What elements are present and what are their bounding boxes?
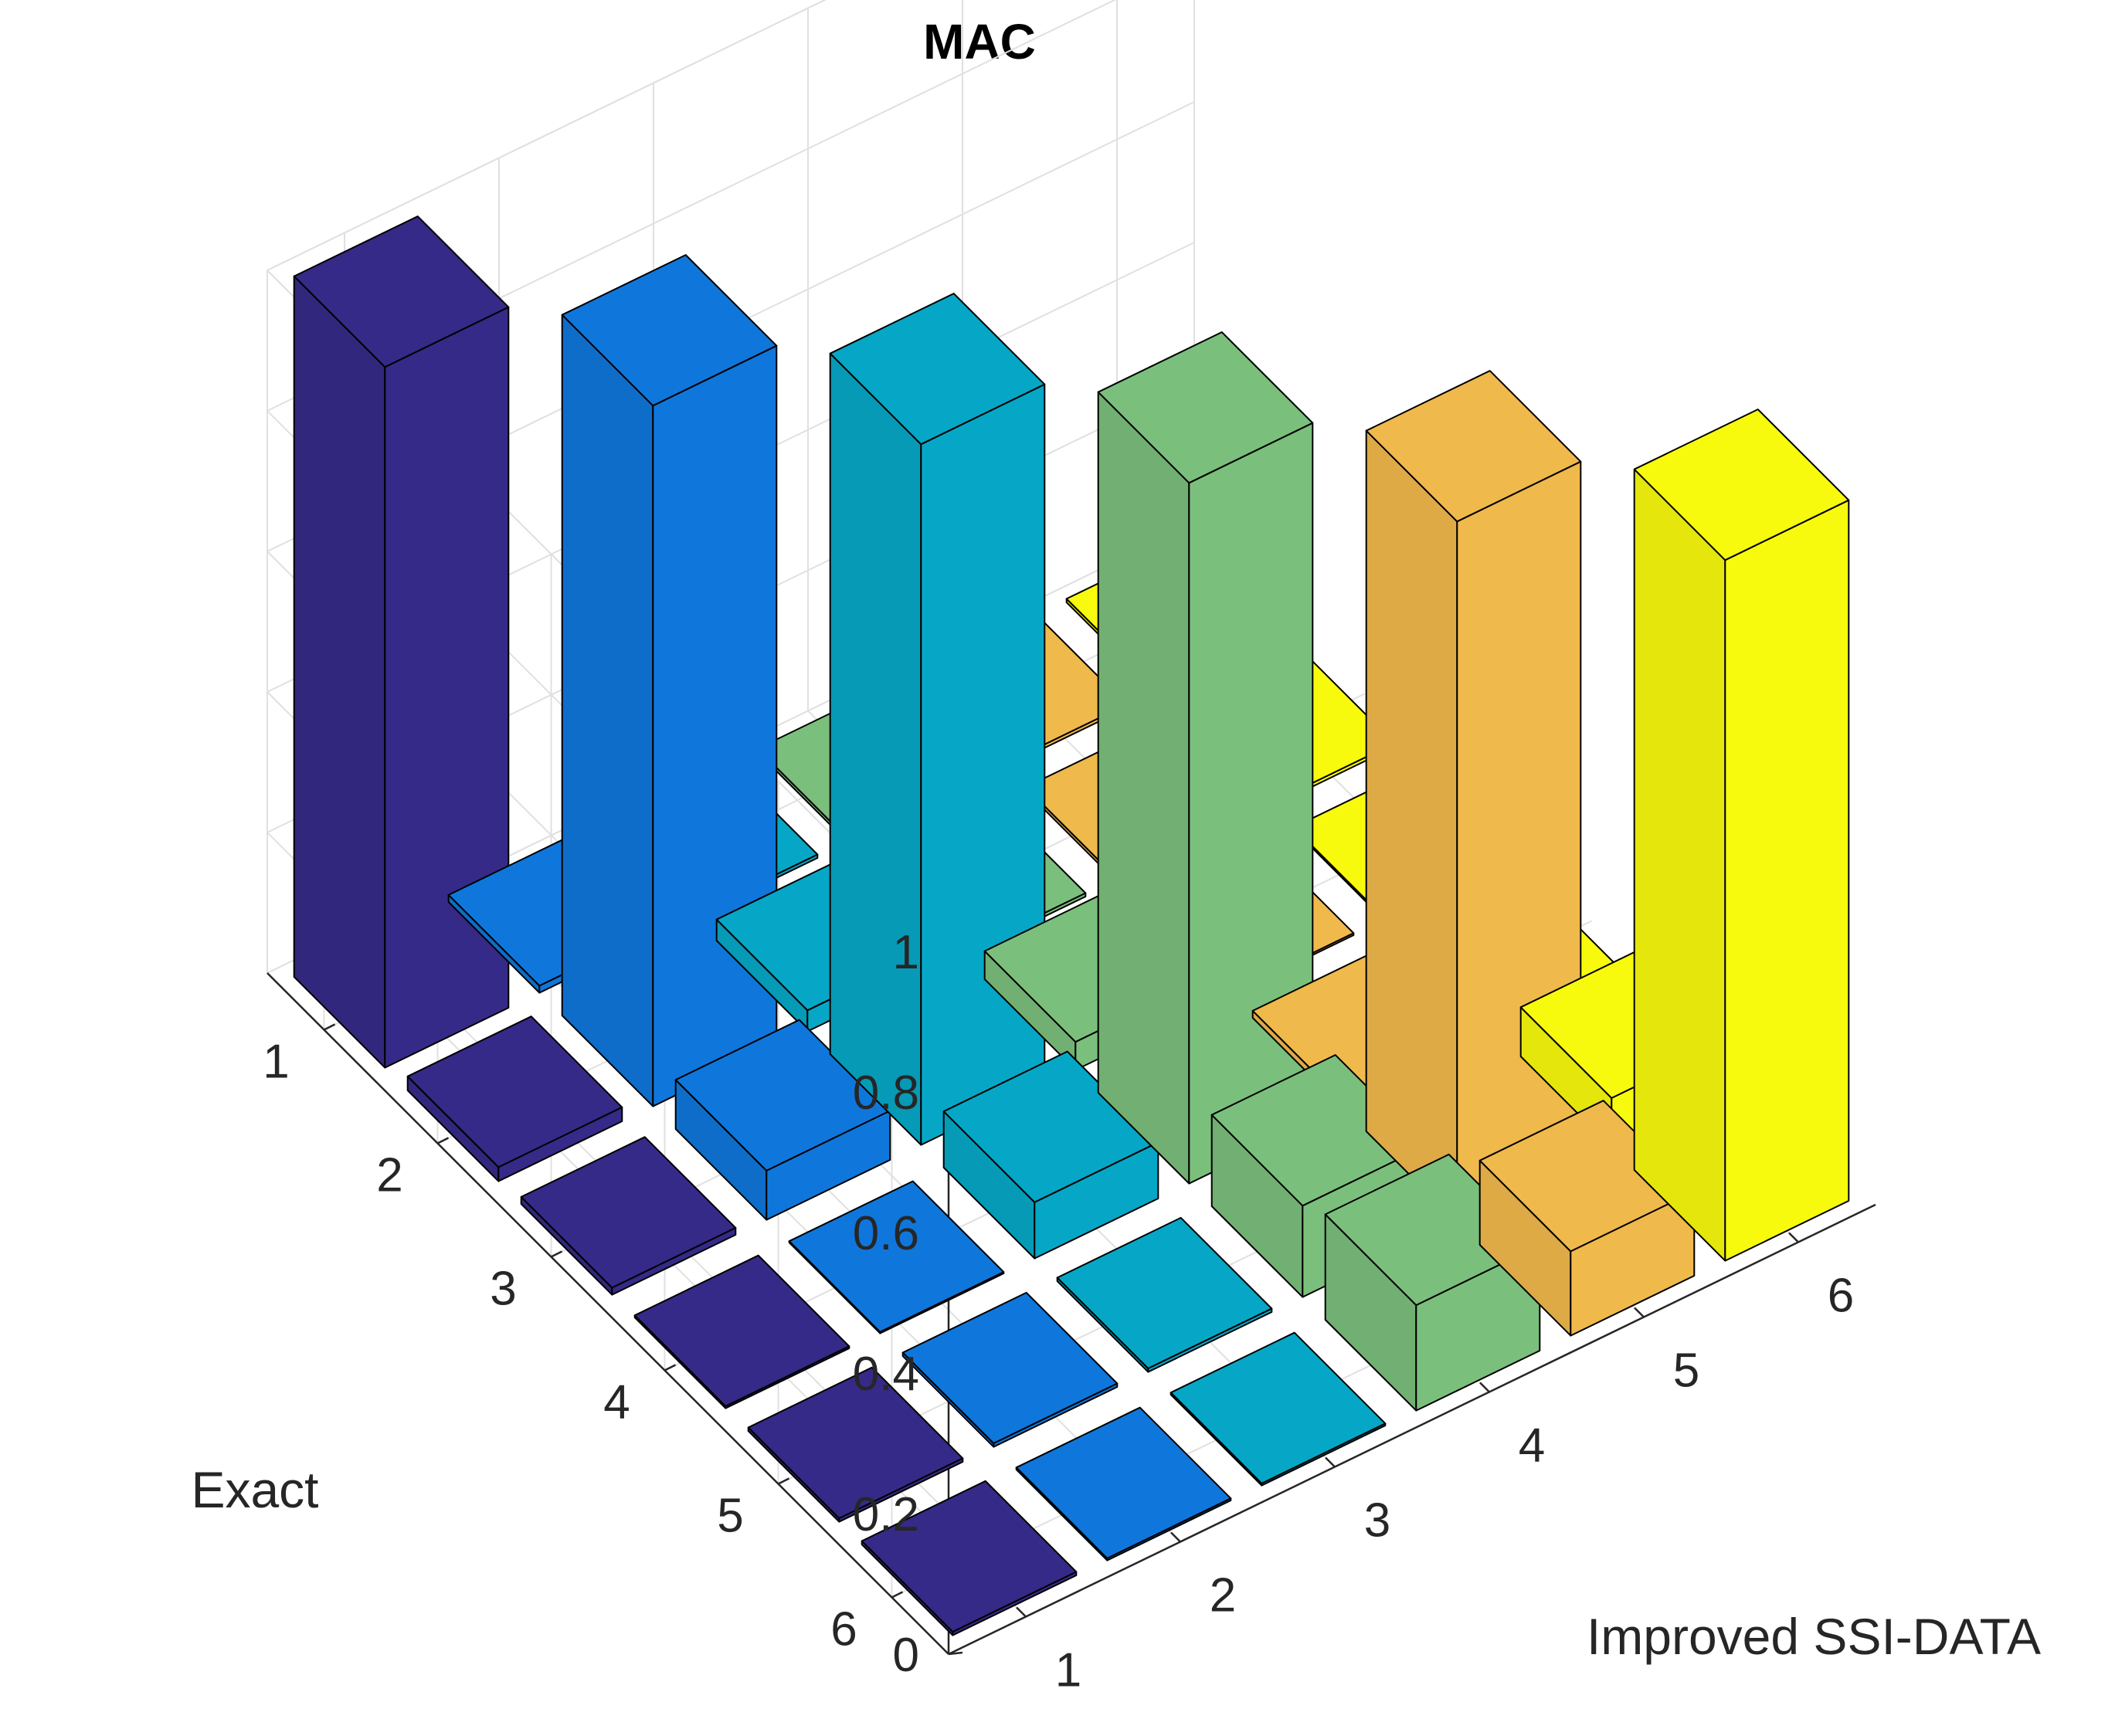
y-tick-label: 6 xyxy=(830,1603,857,1656)
bar xyxy=(293,215,510,1069)
bar xyxy=(561,254,778,1107)
x-tick xyxy=(1016,1606,1027,1618)
bar xyxy=(520,1136,737,1296)
bar xyxy=(1097,331,1314,1185)
bar-top-face xyxy=(788,1180,1005,1333)
grid-line xyxy=(266,0,827,271)
x-tick xyxy=(1788,1232,1799,1243)
bar xyxy=(861,1480,1078,1636)
z-tick-label: 0.6 xyxy=(853,1207,919,1260)
bar xyxy=(1633,409,1850,1262)
y-axis-label: Exact xyxy=(191,1461,318,1518)
bar-front-face xyxy=(1724,499,1850,1262)
x-tick-label: 2 xyxy=(1210,1569,1236,1622)
bar xyxy=(406,1015,623,1182)
bar-front-face xyxy=(920,383,1046,1146)
axis-labels-group: 0 0.2 0.4 0.6 0.8 1 1 2 3 4 5 6 1 2 3 4 5 6 Exact Improved … xyxy=(191,926,2041,1697)
bar-front-face xyxy=(1188,422,1314,1185)
x-tick-label: 1 xyxy=(1055,1644,1081,1697)
y-tick xyxy=(891,1591,904,1599)
y-tick-label: 1 xyxy=(263,1036,289,1089)
bar-front-face xyxy=(1456,460,1582,1223)
y-tick-label: 2 xyxy=(376,1149,402,1202)
y-tick-label: 4 xyxy=(603,1376,630,1429)
x-tick xyxy=(1325,1456,1336,1468)
bar-top-face xyxy=(1365,370,1582,523)
y-tick xyxy=(436,1137,450,1144)
y-tick xyxy=(323,1023,336,1031)
bar-top-face xyxy=(1056,1216,1273,1369)
bar-side-face xyxy=(1097,391,1190,1185)
chart-title: MAC xyxy=(923,14,1036,70)
x-tick-label: 3 xyxy=(1364,1494,1390,1548)
bar-top-face xyxy=(1015,1406,1232,1559)
bar-top-face xyxy=(901,1291,1119,1444)
bar-side-face xyxy=(293,275,386,1069)
bar-side-face xyxy=(561,314,654,1107)
y-tick-label: 3 xyxy=(490,1263,516,1316)
bar xyxy=(1365,370,1582,1223)
grid-line xyxy=(344,934,1027,1618)
z-tick-label: 0 xyxy=(893,1629,919,1682)
x-tick-label: 5 xyxy=(1673,1344,1699,1398)
bar xyxy=(901,1291,1119,1448)
bar-top-face xyxy=(561,254,778,407)
y-tick xyxy=(777,1477,790,1485)
bar xyxy=(747,1366,964,1523)
bar xyxy=(1056,1216,1273,1373)
z-tick-label: 1 xyxy=(893,926,919,979)
bar-top-face xyxy=(1170,1331,1387,1484)
bar xyxy=(788,1180,1005,1334)
y-tick-label: 5 xyxy=(717,1490,743,1543)
z-tick-label: 0.4 xyxy=(853,1348,919,1401)
x-tick xyxy=(1634,1307,1645,1318)
x-tick xyxy=(1479,1382,1490,1393)
x-tick xyxy=(1170,1531,1181,1543)
bar-top-face xyxy=(406,1015,623,1168)
y-tick xyxy=(664,1364,677,1372)
bar-side-face xyxy=(829,352,922,1146)
bar-top-face xyxy=(861,1480,1078,1633)
z-tick xyxy=(948,1651,963,1656)
bars-group xyxy=(293,215,1850,1636)
y-axis-line xyxy=(266,972,949,1655)
bar xyxy=(633,1254,850,1409)
x-tick-label: 6 xyxy=(1828,1270,1854,1323)
bar-side-face xyxy=(1633,468,1726,1262)
bar-top-face xyxy=(1097,331,1314,484)
x-tick-label: 4 xyxy=(1519,1419,1545,1473)
x-axis-label: Improved SSI-DATA xyxy=(1587,1608,2041,1665)
z-tick-label: 0.8 xyxy=(853,1066,919,1120)
bar-top-face xyxy=(829,293,1046,446)
bar xyxy=(829,293,1046,1146)
bar-top-face xyxy=(1633,409,1850,561)
bar-top-face xyxy=(520,1136,737,1289)
bar-front-face xyxy=(384,306,510,1069)
y-tick xyxy=(550,1250,563,1258)
bar-top-face xyxy=(747,1366,964,1520)
bar-side-face xyxy=(1365,429,1458,1223)
bar xyxy=(1170,1331,1387,1487)
bar-top-face xyxy=(293,215,510,368)
z-tick-label: 0.2 xyxy=(853,1488,919,1541)
bar xyxy=(1015,1406,1232,1561)
x-axis-line xyxy=(948,1203,1876,1656)
bar-top-face xyxy=(633,1254,850,1407)
bar-front-face xyxy=(652,344,778,1107)
